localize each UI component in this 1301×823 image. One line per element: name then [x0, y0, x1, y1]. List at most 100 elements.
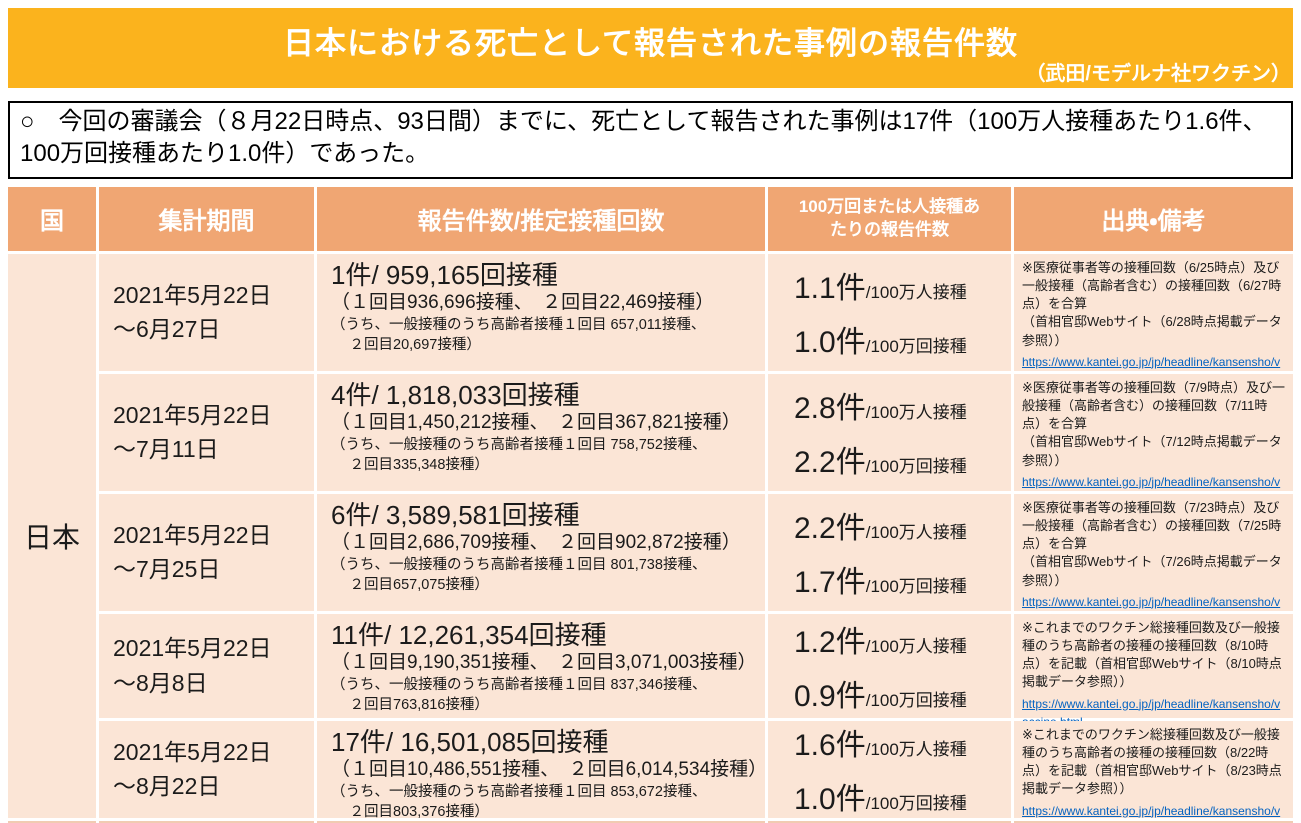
- col-header-source: 出典・備考: [1014, 186, 1293, 251]
- cropped-row-stub: [1014, 820, 1293, 823]
- rate-per-person-unit: /100万人接種: [865, 403, 967, 423]
- report-detail3: ２回目763,816接種）: [335, 696, 489, 713]
- cropped-row-stub: [768, 820, 1011, 823]
- rate-per-dose: 1.0件/100万回接種: [794, 317, 1011, 361]
- rate-per-person: 1.6件/100万人接種: [794, 720, 1011, 764]
- summary-box: ○ 今回の審議会（８月22日時点、93日間）までに、死亡として報告された事例は1…: [8, 101, 1293, 179]
- rate-per-dose-unit: /100万回接種: [865, 337, 967, 357]
- source-note: ※医療従事者等の接種回数（6/25時点）及び一般接種（高齢者含む）の接種回数（6…: [1022, 259, 1282, 312]
- source-cell: ※これまでのワクチン総接種回数及び一般接種のうち高齢者の接種の接種回数（8/22…: [1014, 720, 1293, 823]
- rate-per-person-unit: /100万人接種: [865, 636, 967, 656]
- rate-per-person-unit: /100万人接種: [865, 283, 967, 303]
- rate-per-person: 1.1件/100万人接種: [794, 263, 1011, 307]
- col-header-rate: 100万回または人接種あ たりの報告件数: [768, 186, 1011, 251]
- rate-per-dose: 0.9件/100万回接種: [794, 671, 1011, 715]
- rate-per-dose-value: 1.7件: [794, 566, 866, 600]
- rate-per-person-value: 1.2件: [794, 625, 866, 659]
- report-detail2: （うち、一般接種のうち高齢者接種１回目 837,346接種、: [331, 676, 707, 693]
- rate-per-dose-unit: /100万回接種: [865, 457, 967, 477]
- cropped-row-stub: [99, 820, 314, 823]
- cropped-row-stub: [317, 820, 765, 823]
- rate-cell: 1.6件/100万人接種 1.0件/100万回接種: [768, 720, 1011, 818]
- rate-per-person: 2.8件/100万人接種: [794, 383, 1011, 427]
- period-cell: 2021年5月22日 〜7月25日: [99, 493, 314, 611]
- report-detail3: ２回目335,348接種）: [335, 456, 489, 473]
- period-line2: 〜7月11日: [113, 436, 219, 463]
- rate-per-dose-value: 2.2件: [794, 446, 866, 480]
- rate-cell: 1.2件/100万人接種 0.9件/100万回接種: [768, 613, 1011, 718]
- period-cell: 2021年5月22日 〜8月8日: [99, 613, 314, 718]
- rate-per-person: 2.2件/100万人接種: [794, 503, 1011, 547]
- report-cell: 11件/ 12,261,354回接種 （１回目9,190,351接種、 ２回目3…: [317, 613, 765, 718]
- rate-cell: 1.1件/100万人接種 1.0件/100万回接種: [768, 253, 1011, 371]
- source-cell: ※医療従事者等の接種回数（7/9時点）及び一般接種（高齢者含む）の接種回数（7/…: [1014, 373, 1293, 507]
- rate-per-person-value: 2.2件: [794, 512, 866, 546]
- report-detail1: （１回目1,450,212接種、 ２回目367,821接種）: [331, 412, 741, 434]
- period-line1: 2021年5月22日: [113, 281, 272, 308]
- period-line2: 〜8月22日: [113, 773, 221, 800]
- period-line1: 2021年5月22日: [113, 738, 272, 765]
- report-detail2: （うち、一般接種のうち高齢者接種１回目 758,752接種、: [331, 436, 707, 453]
- rate-per-dose-value: 1.0件: [794, 326, 866, 360]
- col-header-period: 集計期間: [99, 186, 314, 251]
- source-cell: ※医療従事者等の接種回数（7/23時点）及び一般接種（高齢者含む）の接種回数（7…: [1014, 493, 1293, 627]
- rate-per-dose: 1.0件/100万回接種: [794, 774, 1011, 818]
- rate-per-dose: 1.7件/100万回接種: [794, 557, 1011, 601]
- col-header-country: 国: [8, 186, 96, 251]
- rate-per-dose: 2.2件/100万回接種: [794, 437, 1011, 481]
- report-main: 6件/ 3,589,581回接種: [331, 499, 580, 530]
- period-line2: 〜8月8日: [113, 669, 208, 696]
- report-detail3: ２回目803,376接種）: [335, 803, 489, 820]
- rate-per-dose-value: 1.0件: [794, 783, 866, 817]
- rate-cell: 2.2件/100万人接種 1.7件/100万回接種: [768, 493, 1011, 611]
- report-detail2: （うち、一般接種のうち高齢者接種１回目 801,738接種、: [331, 556, 707, 573]
- report-detail2: （うち、一般接種のうち高齢者接種１回目 657,011接種、: [331, 316, 706, 333]
- page-title: 日本における死亡として報告された事例の報告件数: [282, 26, 1019, 61]
- source-note: ※これまでのワクチン総接種回数及び一般接種のうち高齢者の接種の接種回数（8/22…: [1022, 726, 1282, 797]
- report-detail1: （１回目9,190,351接種、 ２回目3,071,003接種）: [331, 652, 757, 674]
- report-cell: 6件/ 3,589,581回接種 （１回目2,686,709接種、 ２回目902…: [317, 493, 765, 611]
- summary-text: ○ 今回の審議会（８月22日時点、93日間）までに、死亡として報告された事例は1…: [20, 108, 1267, 168]
- period-line2: 〜7月25日: [113, 556, 221, 583]
- rate-per-person-value: 1.6件: [794, 729, 866, 763]
- title-banner: 日本における死亡として報告された事例の報告件数 （武田/モデルナ社ワクチン）: [8, 8, 1293, 88]
- rate-per-dose-unit: /100万回接種: [865, 690, 967, 710]
- source-note: ※医療従事者等の接種回数（7/9時点）及び一般接種（高齢者含む）の接種回数（7/…: [1022, 379, 1285, 432]
- rate-cell: 2.8件/100万人接種 2.2件/100万回接種: [768, 373, 1011, 491]
- period-line2: 〜6月27日: [113, 316, 221, 343]
- period-cell: 2021年5月22日 〜6月27日: [99, 253, 314, 371]
- source-link[interactable]: https://www.kantei.go.jp/jp/headline/kan…: [1022, 803, 1281, 823]
- rate-per-person-value: 2.8件: [794, 392, 866, 426]
- report-cell: 17件/ 16,501,085回接種 （１回目10,486,551接種、 ２回目…: [317, 720, 767, 820]
- report-cell: 4件/ 1,818,033回接種 （１回目1,450,212接種、 ２回目367…: [317, 373, 765, 491]
- source-note2: （首相官邸Webサイト（6/28時点掲載データ参照））: [1022, 314, 1282, 348]
- cropped-row-stub: [8, 820, 96, 823]
- source-note: ※これまでのワクチン総接種回数及び一般接種のうち高齢者の接種の接種回数（8/10…: [1022, 619, 1282, 690]
- rate-per-person-value: 1.1件: [794, 272, 866, 306]
- rate-per-dose-value: 0.9件: [794, 679, 866, 713]
- rate-per-person: 1.2件/100万人接種: [794, 617, 1011, 661]
- page-subtitle: （武田/モデルナ社ワクチン）: [1025, 63, 1291, 85]
- source-note2: （首相官邸Webサイト（7/12時点掲載データ参照））: [1022, 434, 1282, 468]
- rate-per-person-unit: /100万人接種: [865, 740, 967, 760]
- rate-per-dose-unit: /100万回接種: [865, 577, 967, 597]
- source-cell: ※医療従事者等の接種回数（6/25時点）及び一般接種（高齢者含む）の接種回数（6…: [1014, 253, 1293, 387]
- report-main: 11件/ 12,261,354回接種: [331, 619, 607, 650]
- report-main: 1件/ 959,165回接種: [331, 259, 558, 290]
- col-header-reports: 報告件数/推定接種回数: [317, 186, 765, 251]
- report-detail2: （うち、一般接種のうち高齢者接種１回目 853,672接種、: [331, 783, 707, 800]
- rate-per-dose-unit: /100万回接種: [865, 794, 967, 814]
- period-line1: 2021年5月22日: [113, 401, 272, 428]
- country-cell: 日本: [8, 253, 96, 818]
- period-line1: 2021年5月22日: [113, 635, 272, 662]
- report-detail3: ２回目657,075接種）: [335, 576, 489, 593]
- source-note2: （首相官邸Webサイト（7/26時点掲載データ参照））: [1022, 554, 1282, 588]
- report-detail3: ２回目20,697接種）: [335, 336, 481, 353]
- report-cell: 1件/ 959,165回接種 （１回目936,696接種、 ２回目22,469接…: [317, 253, 765, 371]
- source-cell: ※これまでのワクチン総接種回数及び一般接種のうち高齢者の接種の接種回数（8/10…: [1014, 613, 1293, 729]
- report-main: 17件/ 16,501,085回接種: [331, 726, 609, 757]
- period-cell: 2021年5月22日 〜8月22日: [99, 720, 314, 818]
- period-cell: 2021年5月22日 〜7月11日: [99, 373, 314, 491]
- report-detail1: （１回目936,696接種、 ２回目22,469接種）: [331, 292, 715, 314]
